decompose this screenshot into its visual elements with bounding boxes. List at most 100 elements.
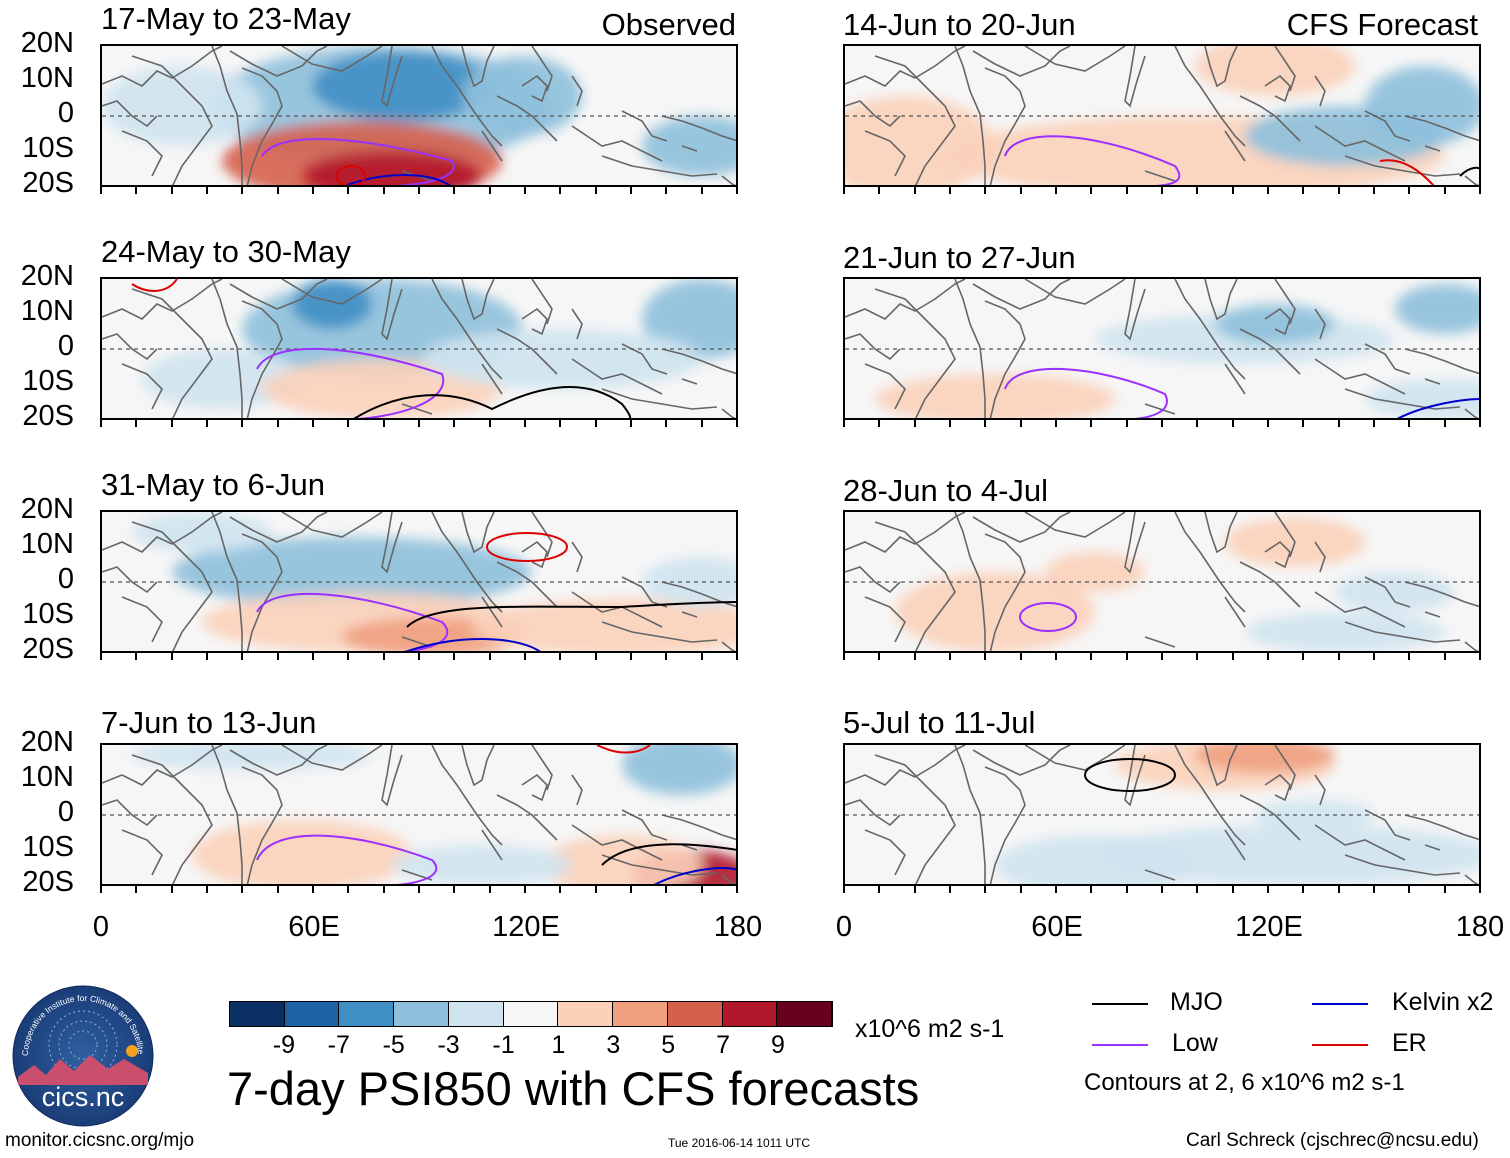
legend-low-label: Low	[1172, 1029, 1218, 1057]
lat-label: 20N	[20, 726, 74, 758]
colorbar-swatch	[667, 1002, 723, 1026]
lon-label: 180	[713, 911, 763, 943]
lon-tick	[1267, 187, 1269, 194]
lon-tick	[949, 886, 951, 893]
legend-er-line	[1312, 1044, 1368, 1046]
panel-title: 28-Jun to 4-Jul	[843, 473, 1049, 508]
colorbar-swatch	[613, 1002, 668, 1026]
colorbar-swatch	[722, 1002, 778, 1026]
lon-tick	[206, 886, 208, 893]
lon-tick	[1196, 187, 1198, 194]
lon-tick	[1373, 420, 1375, 427]
colorbar-tick: 9	[771, 1031, 785, 1059]
lat-label: 0	[57, 563, 74, 595]
contour-line	[653, 867, 736, 884]
footer-url[interactable]: monitor.cicsnc.org/mjo	[5, 1130, 195, 1151]
colorbar-swatch	[777, 1002, 833, 1026]
lon-tick	[383, 886, 385, 893]
lon-tick	[914, 187, 916, 194]
colorbar-tick: 1	[551, 1031, 566, 1059]
colorbar-swatch	[448, 1002, 504, 1026]
lon-tick	[241, 187, 243, 194]
lon-tick	[347, 653, 349, 660]
lon-tick	[665, 420, 667, 427]
panel-title: 14-Jun to 20-Jun	[843, 7, 1076, 42]
footer-timestamp: Tue 2016-06-14 1011 UTC	[668, 1136, 811, 1150]
legend-note: Contours at 2, 6 x10^6 m2 s-1	[1084, 1069, 1405, 1096]
lat-label: 20N	[20, 493, 74, 525]
lon-tick	[1373, 187, 1375, 194]
lon-tick	[171, 187, 173, 194]
lon-tick	[1161, 886, 1163, 893]
lon-tick	[559, 420, 561, 427]
lon-tick	[1090, 420, 1092, 427]
lon-tick	[949, 420, 951, 427]
lon-tick	[1338, 420, 1340, 427]
panel-title: 5-Jul to 11-Jul	[843, 705, 1036, 740]
colorbar-tick: -3	[437, 1031, 460, 1059]
lon-tick	[1302, 420, 1304, 427]
lon-tick	[1408, 187, 1410, 194]
lat-label: 0	[57, 796, 74, 828]
psi-anomaly-blob	[142, 349, 302, 409]
lon-tick	[1126, 420, 1128, 427]
lon-tick	[489, 653, 491, 660]
lon-tick	[843, 653, 845, 660]
lon-tick	[1408, 886, 1410, 893]
contour-line	[336, 165, 367, 185]
lon-tick	[843, 886, 845, 893]
lon-tick	[559, 886, 561, 893]
lon-tick	[949, 187, 951, 194]
lon-label: 60E	[288, 911, 340, 943]
contour-line	[1379, 159, 1435, 185]
lon-tick	[878, 886, 880, 893]
lon-tick	[206, 420, 208, 427]
lat-label: 10S	[22, 598, 74, 630]
lon-tick	[595, 187, 597, 194]
lon-tick	[1090, 653, 1092, 660]
colorbar	[229, 1001, 833, 1027]
lon-tick	[1338, 886, 1340, 893]
psi-anomaly-blob	[1215, 304, 1335, 344]
lon-tick	[559, 187, 561, 194]
lon-label: 120E	[1235, 911, 1303, 943]
lon-tick	[630, 420, 632, 427]
lon-tick	[630, 187, 632, 194]
contour-line	[404, 638, 541, 651]
lon-tick	[1020, 886, 1022, 893]
lon-tick	[241, 420, 243, 427]
legend-mjo-line	[1092, 1003, 1148, 1005]
lon-tick	[736, 653, 738, 660]
lon-tick	[418, 420, 420, 427]
lon-tick	[984, 420, 986, 427]
psi-anomaly-blob	[1395, 284, 1479, 334]
contour-line	[601, 843, 736, 866]
lon-label: 60E	[1031, 911, 1083, 943]
colorbar-swatch	[394, 1002, 449, 1026]
lon-tick	[1267, 420, 1269, 427]
lat-label: 10N	[20, 528, 74, 560]
lon-tick	[1020, 420, 1022, 427]
lon-tick	[736, 420, 738, 427]
lat-label: 20N	[20, 27, 74, 59]
lon-tick	[1479, 420, 1481, 427]
contour-line	[486, 532, 569, 562]
contour-line	[256, 347, 445, 418]
lon-tick	[489, 187, 491, 194]
lon-tick	[418, 886, 420, 893]
lon-tick	[1479, 187, 1481, 194]
lon-tick	[595, 653, 597, 660]
lon-tick	[524, 187, 526, 194]
map-forecast-1	[843, 44, 1481, 187]
lon-tick	[1373, 653, 1375, 660]
lon-tick	[736, 886, 738, 893]
lon-tick	[1161, 420, 1163, 427]
lon-tick	[312, 187, 314, 194]
psi-anomaly-blob	[1365, 66, 1479, 146]
lon-tick	[453, 653, 455, 660]
lon-tick	[1302, 886, 1304, 893]
lon-tick	[1444, 886, 1446, 893]
lon-tick	[100, 420, 102, 427]
cicsnc-logo: Cooperative Institute for Climate and Sa…	[10, 977, 154, 1127]
map-observed-4	[100, 743, 738, 886]
